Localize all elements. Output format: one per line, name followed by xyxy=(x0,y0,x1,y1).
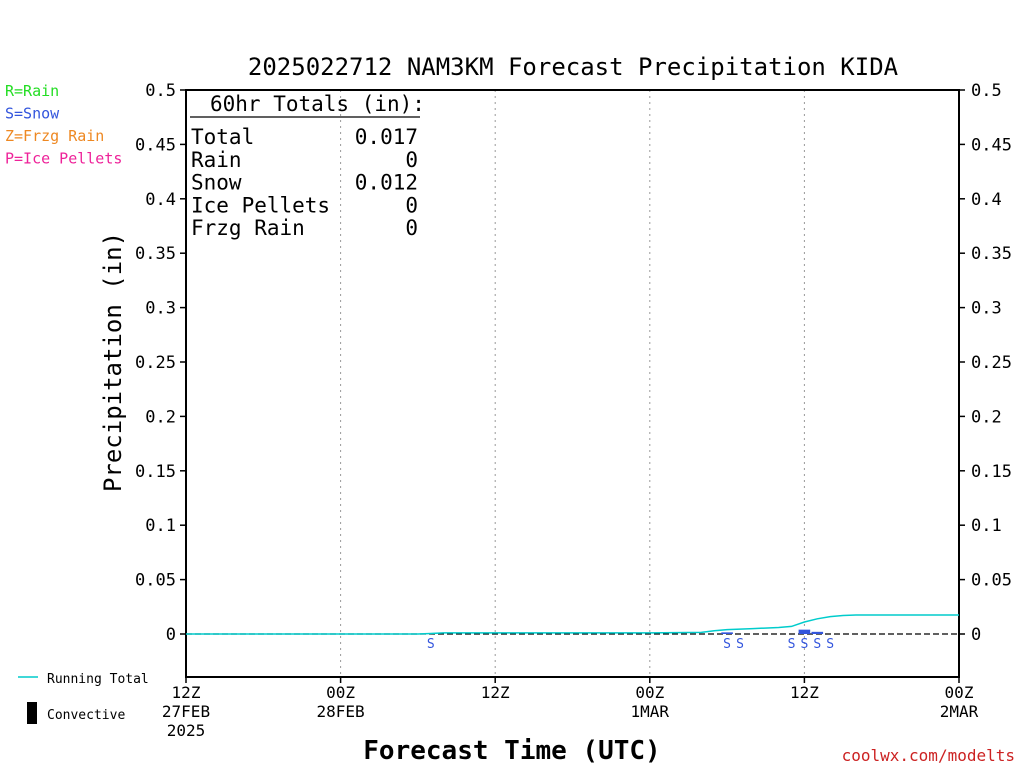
y-tick-label-left: 0.05 xyxy=(135,571,176,591)
y-tick-label-right: 0.05 xyxy=(971,571,1012,591)
y-tick-label-left: 0.15 xyxy=(135,462,176,482)
y-tick-label-right: 0.1 xyxy=(971,516,1002,536)
totals-row-label: Ice Pellets xyxy=(191,193,330,217)
totals-row-label: Frzg Rain xyxy=(191,216,305,240)
snow-marker: S xyxy=(723,637,731,652)
legend-item-3: P=Ice Pellets xyxy=(5,150,122,168)
y-tick-label-right: 0.2 xyxy=(971,407,1002,427)
running-total-series xyxy=(186,614,959,635)
totals-row-label: Rain xyxy=(191,148,242,172)
snow-marker: S xyxy=(800,637,808,652)
legend-item-1: S=Snow xyxy=(5,105,60,123)
x-tick-label: 1MAR xyxy=(631,702,670,721)
x-tick-label: 2MAR xyxy=(940,702,979,721)
precip-bars xyxy=(721,629,824,634)
x-tick-label: 00Z xyxy=(326,683,355,702)
y-tick-label-left: 0.3 xyxy=(145,299,176,319)
x-tick-label: 00Z xyxy=(635,683,664,702)
x-tick-label: 12Z xyxy=(790,683,819,702)
snow-marker: S xyxy=(427,637,435,652)
x-tick-label: 27FEB xyxy=(162,702,210,721)
snow-marker: S xyxy=(813,637,821,652)
series-line-running-total xyxy=(186,614,959,635)
totals-row-label: Total xyxy=(191,125,254,149)
x-tick-label: 12Z xyxy=(481,683,510,702)
y-tick-label-right: 0.3 xyxy=(971,299,1002,319)
x-tick-label: 12Z xyxy=(172,683,201,702)
totals-row-value: 0 xyxy=(405,193,418,217)
x-axis-label: Forecast Time (UTC) xyxy=(363,736,660,766)
precip-type-legend: R=Rain S=Snow Z=Frzg Rain P=Ice Pellets xyxy=(5,82,122,168)
y-tick-label-left: 0.5 xyxy=(145,81,176,101)
legend-item-0: R=Rain xyxy=(5,82,59,100)
totals-row-value: 0 xyxy=(405,148,418,172)
totals-row-value: 0.012 xyxy=(355,171,418,195)
snow-marker: S xyxy=(826,637,834,652)
y-tick-label-right: 0.15 xyxy=(971,462,1012,482)
y-tick-label-left: 0.25 xyxy=(135,353,176,373)
y-tick-label-left: 0.4 xyxy=(145,190,176,210)
footer-credit: coolwx.com/modelts xyxy=(842,746,1015,765)
y-tick-label-right: 0 xyxy=(971,625,981,645)
x-tick-label: 2025 xyxy=(167,721,206,740)
legend-bottom-label: Running Total xyxy=(47,672,149,687)
y-tick-label-right: 0.4 xyxy=(971,190,1002,210)
y-axis-label: Precipitation (in) xyxy=(99,232,127,492)
y-tick-label-right: 0.5 xyxy=(971,81,1002,101)
totals-row-label: Snow xyxy=(191,171,242,195)
precip-bar xyxy=(721,632,733,634)
plot-frame xyxy=(185,89,960,678)
y-tick-label-left: 0.45 xyxy=(135,135,176,155)
series-legend: Running Total Convective xyxy=(18,672,149,724)
totals-box: 60hr Totals (in): Total 0.017 Rain 0 Snow 0.0… xyxy=(190,92,425,240)
y-axis-ticks: 0 00.05 0.050.1 0.10.15 0.150.2 0.20.25 0.250.… xyxy=(135,81,1012,645)
y-tick-label-left: 0.1 xyxy=(145,516,176,536)
legend-swatch-bar xyxy=(27,702,37,724)
precip-bar xyxy=(798,629,811,634)
legend-item-2: Z=Frzg Rain xyxy=(5,127,104,145)
totals-row-value: 0 xyxy=(405,216,418,240)
totals-row-value: 0.017 xyxy=(355,125,418,149)
y-tick-label-left: 0.2 xyxy=(145,407,176,427)
y-tick-label-left: 0.35 xyxy=(135,244,176,264)
chart-title: 2025022712 NAM3KM Forecast Precipitation… xyxy=(248,53,899,81)
legend-bottom-label: Convective xyxy=(47,708,125,723)
y-tick-label-right: 0.45 xyxy=(971,135,1012,155)
x-tick-label: 28FEB xyxy=(317,702,365,721)
x-tick-label: 00Z xyxy=(945,683,974,702)
precip-bar xyxy=(811,631,824,634)
grid-lines xyxy=(340,90,805,677)
y-tick-label-right: 0.25 xyxy=(971,353,1012,373)
snow-marker: S xyxy=(736,637,744,652)
y-tick-label-left: 0 xyxy=(166,625,176,645)
y-tick-label-right: 0.35 xyxy=(971,244,1012,264)
snow-marker: S xyxy=(788,637,796,652)
totals-header: 60hr Totals (in): xyxy=(210,92,425,116)
